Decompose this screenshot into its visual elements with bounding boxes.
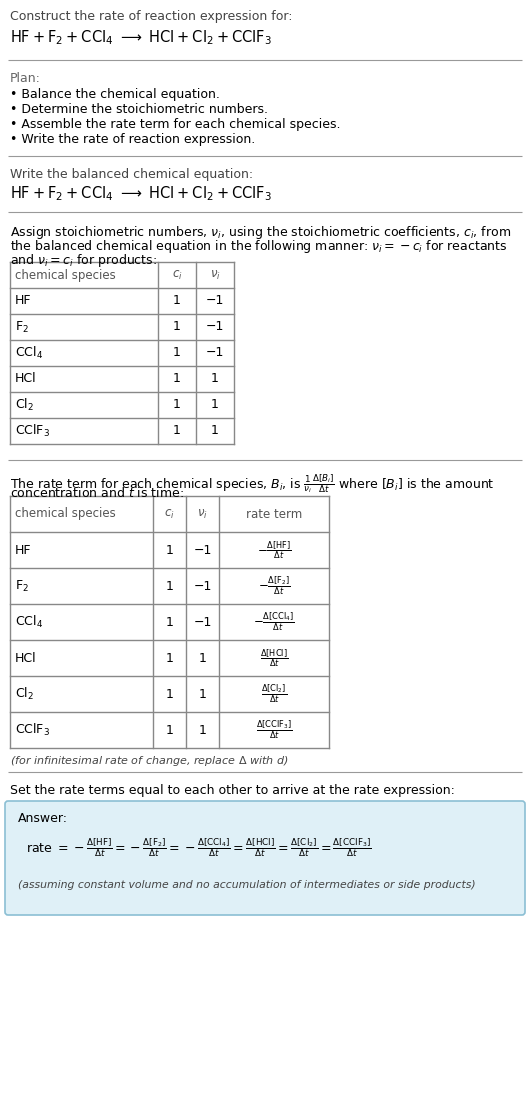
Text: $c_i$: $c_i$ [172, 268, 182, 281]
Text: $-\frac{\Delta[\mathrm{F_2}]}{\Delta t}$: $-\frac{\Delta[\mathrm{F_2}]}{\Delta t}$ [258, 575, 290, 597]
Text: rate $= -\frac{\Delta[\mathrm{HF}]}{\Delta t} = -\frac{\Delta[\mathrm{F_2}]}{\De: rate $= -\frac{\Delta[\mathrm{HF}]}{\Del… [26, 836, 372, 858]
Text: $\mathrm{HF + F_2 + CCl_4 \ \longrightarrow \ HCl + Cl_2 + CClF_3}$: $\mathrm{HF + F_2 + CCl_4 \ \longrightar… [10, 28, 272, 47]
Text: chemical species: chemical species [15, 507, 116, 520]
Text: HF: HF [15, 544, 31, 556]
Text: Construct the rate of reaction expression for:: Construct the rate of reaction expressio… [10, 10, 293, 23]
Text: Answer:: Answer: [18, 812, 68, 825]
Text: (for infinitesimal rate of change, replace $\Delta$ with $d$): (for infinitesimal rate of change, repla… [10, 754, 289, 768]
Text: $\mathrm{Cl_2}$: $\mathrm{Cl_2}$ [15, 397, 34, 413]
Text: 1: 1 [165, 544, 173, 556]
Text: $\mathrm{F_2}$: $\mathrm{F_2}$ [15, 319, 29, 335]
Text: the balanced chemical equation in the following manner: $\nu_i = -c_i$ for react: the balanced chemical equation in the fo… [10, 238, 508, 255]
Text: Write the balanced chemical equation:: Write the balanced chemical equation: [10, 168, 253, 181]
Text: chemical species: chemical species [15, 268, 116, 281]
Text: 1: 1 [165, 579, 173, 593]
Text: HF: HF [15, 295, 31, 308]
Text: $\frac{\Delta[\mathrm{HCl}]}{\Delta t}$: $\frac{\Delta[\mathrm{HCl}]}{\Delta t}$ [260, 647, 288, 668]
Text: Plan:: Plan: [10, 72, 41, 85]
Text: $\mathrm{CCl_4}$: $\mathrm{CCl_4}$ [15, 345, 43, 361]
Text: 1: 1 [165, 616, 173, 628]
Text: 1: 1 [173, 398, 181, 411]
Text: $\mathrm{HF + F_2 + CCl_4 \ \longrightarrow \ HCl + Cl_2 + CClF_3}$: $\mathrm{HF + F_2 + CCl_4 \ \longrightar… [10, 183, 272, 202]
Text: −1: −1 [193, 616, 211, 628]
Text: $\frac{\Delta[\mathrm{Cl_2}]}{\Delta t}$: $\frac{\Delta[\mathrm{Cl_2}]}{\Delta t}$ [261, 683, 287, 705]
Text: HCl: HCl [15, 373, 37, 386]
Text: −1: −1 [193, 544, 211, 556]
Text: 1: 1 [173, 347, 181, 359]
Text: $\nu_i$: $\nu_i$ [209, 268, 220, 281]
Text: $-\frac{\Delta[\mathrm{HF}]}{\Delta t}$: $-\frac{\Delta[\mathrm{HF}]}{\Delta t}$ [257, 539, 292, 560]
Text: 1: 1 [165, 687, 173, 701]
Text: rate term: rate term [246, 507, 302, 520]
Text: $\mathrm{Cl_2}$: $\mathrm{Cl_2}$ [15, 686, 34, 702]
Text: 1: 1 [199, 724, 207, 736]
Text: $\mathrm{F_2}$: $\mathrm{F_2}$ [15, 578, 29, 594]
Text: 1: 1 [165, 724, 173, 736]
Text: −1: −1 [206, 295, 224, 308]
Text: 1: 1 [199, 687, 207, 701]
Text: 1: 1 [199, 652, 207, 665]
Text: $\mathrm{CClF_3}$: $\mathrm{CClF_3}$ [15, 423, 50, 439]
Text: concentration and $t$ is time:: concentration and $t$ is time: [10, 486, 184, 500]
Text: $\nu_i$: $\nu_i$ [197, 507, 208, 520]
Text: −1: −1 [193, 579, 211, 593]
Text: (assuming constant volume and no accumulation of intermediates or side products): (assuming constant volume and no accumul… [18, 880, 475, 890]
Text: 1: 1 [173, 320, 181, 334]
Text: $\frac{\Delta[\mathrm{CClF_3}]}{\Delta t}$: $\frac{\Delta[\mathrm{CClF_3}]}{\Delta t… [256, 718, 292, 742]
Text: The rate term for each chemical species, $B_i$, is $\frac{1}{\nu_i}\frac{\Delta[: The rate term for each chemical species,… [10, 471, 494, 495]
FancyBboxPatch shape [5, 801, 525, 915]
Text: 1: 1 [211, 425, 219, 437]
Text: 1: 1 [211, 398, 219, 411]
Text: $\mathrm{CClF_3}$: $\mathrm{CClF_3}$ [15, 722, 50, 738]
Text: 1: 1 [211, 373, 219, 386]
Text: and $\nu_i = c_i$ for products:: and $\nu_i = c_i$ for products: [10, 252, 157, 269]
Text: −1: −1 [206, 320, 224, 334]
Text: Assign stoichiometric numbers, $\nu_i$, using the stoichiometric coefficients, $: Assign stoichiometric numbers, $\nu_i$, … [10, 224, 511, 241]
Text: 1: 1 [173, 295, 181, 308]
Text: 1: 1 [173, 373, 181, 386]
Text: HCl: HCl [15, 652, 37, 665]
Text: −1: −1 [206, 347, 224, 359]
Text: $\mathrm{CCl_4}$: $\mathrm{CCl_4}$ [15, 614, 43, 631]
Text: $-\frac{\Delta[\mathrm{CCl_4}]}{\Delta t}$: $-\frac{\Delta[\mathrm{CCl_4}]}{\Delta t… [253, 610, 295, 633]
Text: $c_i$: $c_i$ [164, 507, 175, 520]
Text: 1: 1 [165, 652, 173, 665]
Text: Set the rate terms equal to each other to arrive at the rate expression:: Set the rate terms equal to each other t… [10, 784, 455, 797]
Text: • Determine the stoichiometric numbers.: • Determine the stoichiometric numbers. [10, 103, 268, 116]
Text: • Assemble the rate term for each chemical species.: • Assemble the rate term for each chemic… [10, 118, 340, 131]
Text: • Balance the chemical equation.: • Balance the chemical equation. [10, 88, 220, 101]
Text: • Write the rate of reaction expression.: • Write the rate of reaction expression. [10, 133, 255, 146]
Text: 1: 1 [173, 425, 181, 437]
